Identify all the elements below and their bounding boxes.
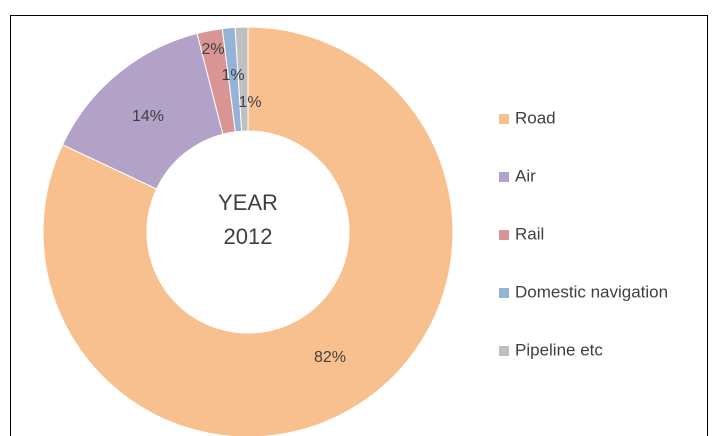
legend-label: Pipeline etc bbox=[515, 340, 603, 359]
donut-slice bbox=[234, 26, 249, 132]
legend-swatch bbox=[499, 230, 509, 240]
data-label: 82% bbox=[314, 349, 346, 366]
legend-label: Air bbox=[515, 166, 536, 185]
donut-slice bbox=[42, 26, 454, 436]
legend-label: Rail bbox=[515, 224, 544, 243]
center-text: YEAR bbox=[218, 190, 278, 215]
data-label: 14% bbox=[132, 108, 164, 125]
legend-swatch bbox=[499, 172, 509, 182]
legend-swatch bbox=[499, 346, 509, 356]
donut-slice bbox=[61, 32, 224, 190]
data-label: 2% bbox=[201, 41, 224, 58]
data-label: 1% bbox=[221, 67, 244, 84]
legend-label: Road bbox=[515, 108, 556, 127]
legend-label: Domestic navigation bbox=[515, 282, 668, 301]
legend-swatch bbox=[499, 288, 509, 298]
legend-swatch bbox=[499, 114, 509, 124]
data-label: 1% bbox=[238, 94, 261, 111]
center-text: 2012 bbox=[224, 224, 273, 249]
